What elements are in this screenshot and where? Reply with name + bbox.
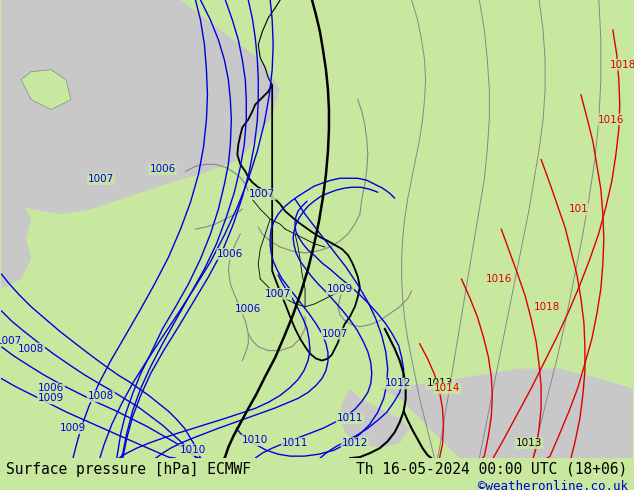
Text: 1009: 1009 — [60, 423, 86, 433]
Text: 1013: 1013 — [516, 438, 542, 448]
Text: 1008: 1008 — [18, 343, 44, 354]
Text: 101: 101 — [569, 204, 589, 214]
Polygon shape — [380, 368, 633, 458]
Text: 1008: 1008 — [87, 392, 114, 401]
Text: 1006: 1006 — [217, 249, 243, 259]
Text: 1009: 1009 — [327, 284, 353, 294]
Text: 1007: 1007 — [265, 289, 291, 299]
Text: ©weatheronline.co.uk: ©weatheronline.co.uk — [477, 480, 628, 490]
Text: 1009: 1009 — [38, 393, 64, 403]
Text: Th 16-05-2024 00:00 UTC (18+06): Th 16-05-2024 00:00 UTC (18+06) — [356, 462, 628, 477]
Text: 1014: 1014 — [434, 384, 461, 393]
Polygon shape — [21, 70, 71, 110]
Polygon shape — [340, 389, 410, 448]
Text: 1007: 1007 — [249, 189, 275, 199]
Text: 1016: 1016 — [486, 274, 512, 284]
Text: Surface pressure [hPa] ECMWF: Surface pressure [hPa] ECMWF — [6, 462, 251, 477]
Text: 1012: 1012 — [342, 438, 368, 448]
Text: 1006: 1006 — [38, 384, 64, 393]
Text: 1010: 1010 — [242, 435, 268, 445]
Text: 1018: 1018 — [534, 302, 560, 312]
Polygon shape — [1, 0, 31, 289]
Text: 1007: 1007 — [0, 336, 22, 345]
Text: 1012: 1012 — [384, 378, 411, 389]
Text: 1018: 1018 — [609, 60, 634, 70]
Polygon shape — [1, 0, 280, 214]
Text: 1006: 1006 — [235, 304, 261, 314]
Text: 1013: 1013 — [426, 378, 453, 389]
Text: 1011: 1011 — [337, 413, 363, 423]
Text: 1007: 1007 — [322, 329, 348, 339]
Text: 1007: 1007 — [87, 174, 114, 184]
Text: 1016: 1016 — [598, 115, 624, 124]
Text: 1006: 1006 — [150, 164, 176, 174]
Text: 1011: 1011 — [282, 438, 308, 448]
Text: 1010: 1010 — [179, 445, 205, 455]
